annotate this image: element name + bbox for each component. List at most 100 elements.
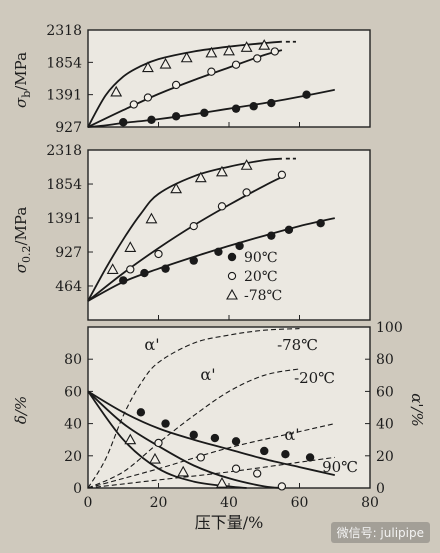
top-open-circle-point <box>207 67 216 76</box>
middle-filled-circle-point <box>316 218 325 228</box>
top-filled-circle-point <box>200 108 209 118</box>
middle-triangle-point <box>194 171 207 183</box>
middle-triangle-point <box>170 182 183 194</box>
middle-triangle-point <box>216 165 228 177</box>
middle-open-circle-point <box>126 265 135 274</box>
bottom-open-circle-point <box>231 464 241 473</box>
bottom-open-circle-point <box>196 453 205 462</box>
top-triangle-point <box>159 57 172 69</box>
bottom-open-circle-point <box>277 482 287 491</box>
top-filled-circle-point <box>231 104 241 113</box>
panel-top-frame <box>87 29 371 128</box>
bottom-filled-circle-point <box>210 433 220 443</box>
top-ytick-label: 2318 <box>46 23 82 39</box>
legend-marker-open-circle <box>227 271 237 281</box>
middle-triangle-point <box>145 212 158 224</box>
top-ytick-label: 927 <box>55 120 82 136</box>
bottom-filled-circle-point <box>189 430 198 440</box>
middle-open-circle-point <box>217 202 227 211</box>
middle-ytick-label: 2318 <box>46 143 82 159</box>
bottom-ytick-right-label: 60 <box>376 384 394 400</box>
bottom-xtick-label: 40 <box>220 495 238 511</box>
bottom-ytick-label: 40 <box>64 417 82 433</box>
middle-filled-circle-point <box>161 264 170 273</box>
bottom-filled-circle-point <box>260 446 269 456</box>
middle-triangle-point <box>106 263 119 274</box>
bottom-triangle-point <box>124 433 137 445</box>
middle-open-circle-point <box>242 188 251 197</box>
middle-triangle-point <box>124 241 137 252</box>
top-filled-circle-point <box>119 118 128 127</box>
bottom-xtick-label: 80 <box>361 495 379 511</box>
bottom-xtick-label: 0 <box>84 495 93 511</box>
top-open-circle-point <box>231 60 241 69</box>
legend-marker-filled-circle <box>227 252 237 262</box>
bottom-ytick-label: 80 <box>64 352 82 368</box>
bottom-xtick-label: 60 <box>291 495 309 511</box>
top-triangle-point <box>223 44 235 56</box>
top-series--78℃-line <box>87 40 282 128</box>
annotation-temp-3: 90℃ <box>322 458 358 476</box>
top-triangle-point <box>141 61 154 73</box>
middle-open-circle-point <box>154 249 163 259</box>
top-filled-circle-point <box>302 90 311 99</box>
top-triangle-point <box>240 41 253 52</box>
middle-filled-circle-point <box>235 241 244 251</box>
bottom-ytick-label: 20 <box>64 449 82 465</box>
bottom-triangle-point <box>216 477 228 488</box>
bottom-series-α'--20℃-line <box>87 368 300 489</box>
bottom-series-δ-20℃-line <box>87 390 282 489</box>
annotation-temp-1: -78℃ <box>277 336 318 354</box>
bottom-ytick-right-label: 100 <box>376 320 403 336</box>
middle-filled-circle-point <box>189 256 198 265</box>
panel-middle-ylabel: σ0.2/MPa <box>12 207 33 274</box>
bottom-open-circle-point <box>253 469 262 478</box>
bottom-series-δ-90℃-line <box>87 390 335 476</box>
bottom-triangle-point <box>177 465 190 477</box>
middle-filled-circle-point <box>284 225 294 234</box>
annotation-temp-2: -20℃ <box>294 369 335 387</box>
top-filled-circle-point <box>171 112 181 121</box>
middle-filled-circle-point <box>119 276 128 285</box>
middle-ytick-label: 1854 <box>46 177 82 193</box>
bottom-series-α'-20℃-line <box>87 423 335 489</box>
bottom-filled-circle-point <box>231 437 241 446</box>
bottom-filled-circle-point <box>136 408 146 417</box>
middle-filled-circle-point <box>140 268 149 278</box>
bottom-triangle-point <box>149 452 161 464</box>
bottom-series-α'--78℃-line <box>87 328 300 489</box>
legend-marker-triangle <box>226 288 238 300</box>
top-series-90℃-line <box>87 88 335 128</box>
middle-series--78℃-line <box>87 157 282 302</box>
bottom-filled-circle-point <box>161 419 170 428</box>
bottom-ytick-label: 0 <box>73 481 82 497</box>
top-ytick-label: 1391 <box>46 88 82 104</box>
watermark: 微信号: julipipe <box>330 522 430 543</box>
top-triangle-point <box>110 85 123 97</box>
panel-bottom-xlabel: 压下量/% <box>195 513 264 532</box>
legend-label-2: 20℃ <box>244 269 277 285</box>
middle-open-circle-point <box>189 221 198 231</box>
panel-bottom-ylabel: δ/% <box>12 396 30 424</box>
top-filled-circle-point <box>267 98 276 108</box>
top-open-circle-point <box>253 54 262 63</box>
top-open-circle-point <box>143 93 153 102</box>
top-triangle-point <box>180 51 193 63</box>
middle-filled-circle-point <box>267 231 276 240</box>
top-open-circle-point <box>270 47 279 56</box>
top-ytick-label: 1854 <box>46 55 82 71</box>
bottom-filled-circle-point <box>281 449 290 459</box>
legend-label-3: -78℃ <box>244 288 282 304</box>
middle-open-circle-point <box>277 170 287 179</box>
panel-bottom-ylabel-right: α'/% <box>408 393 426 427</box>
bottom-ytick-right-label: 40 <box>376 417 394 433</box>
annotation-alpha-3: α' <box>284 425 299 444</box>
top-triangle-point <box>205 46 218 58</box>
panel-top-ylabel: σb/MPa <box>12 52 33 108</box>
middle-ytick-label: 464 <box>55 279 82 295</box>
panel-middle-frame <box>87 149 371 321</box>
bottom-ytick-right-label: 0 <box>376 481 385 497</box>
bottom-open-circle-point <box>154 438 163 448</box>
annotation-alpha-1: α' <box>144 335 159 354</box>
